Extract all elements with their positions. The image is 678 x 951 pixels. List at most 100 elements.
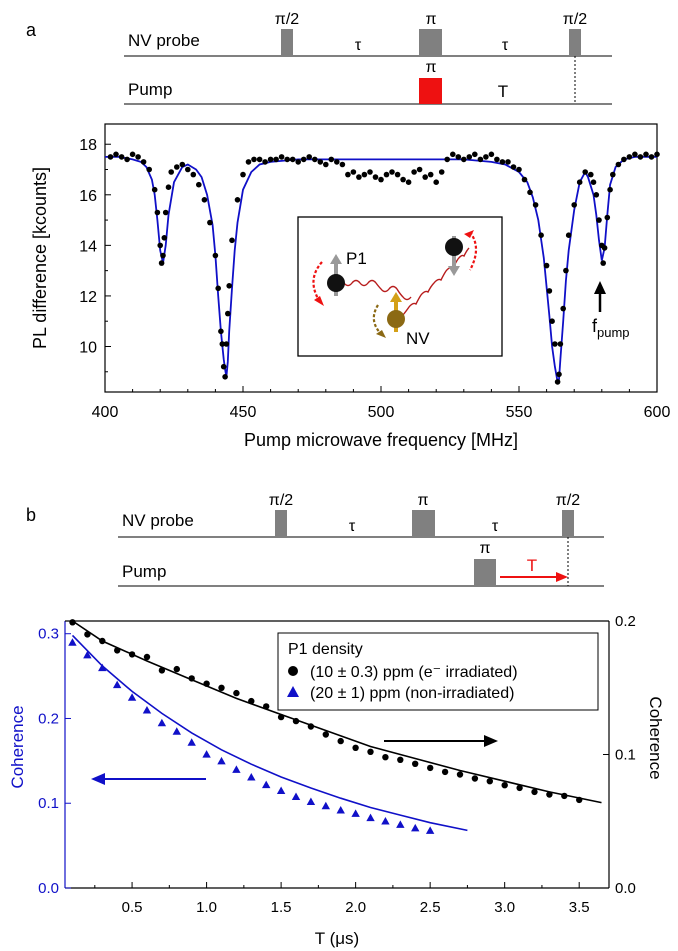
chart-a-point-28 (220, 363, 227, 370)
chart-b-point-non-irradiated-16 (306, 797, 316, 806)
chart-a-point-44 (289, 156, 296, 163)
chart-b-point-irradiated-13 (263, 703, 270, 710)
chart-a-point-93 (552, 341, 558, 347)
legend-marker-irradiated (288, 666, 298, 676)
chart-a-point-97 (560, 305, 566, 312)
chart-b-point-non-irradiated-13 (262, 780, 271, 789)
chart-b-point-irradiated-33 (561, 792, 568, 800)
panel-b-probe-pulse-1-label: π/2 (269, 492, 293, 509)
chart-a-point-72 (444, 156, 451, 163)
chart-a-point-26 (218, 328, 224, 335)
chart-b-ytick-label-0: 0.0 (38, 880, 59, 897)
p1-left-spin (327, 274, 345, 292)
panel-a-tau-1: τ (355, 37, 362, 54)
chart-a-point-112 (610, 171, 616, 178)
chart-b-point-non-irradiated-3 (112, 680, 122, 689)
chart-b: 0.5 1.0 1.5 2.0 2.5 3.0 3.5 0.0 0.1 0.2 0.3 0.0 0.1 0… (8, 613, 665, 948)
chart-a-point-34 (234, 197, 241, 203)
panel-b-probe-pulse-1 (275, 510, 287, 537)
panel-a-label: a (26, 20, 37, 40)
panel-a-probe-pulse-3 (569, 29, 581, 56)
chart-a-point-55 (350, 169, 357, 175)
chart-a-point-59 (372, 174, 379, 180)
chart-a-point-116 (632, 151, 638, 158)
chart-a-point-118 (643, 151, 649, 158)
chart-a-fit-line (105, 156, 657, 385)
chart-a-point-62 (389, 169, 395, 175)
panel-b-tau-2: τ (492, 518, 499, 535)
chart-a-point-95 (556, 371, 562, 378)
chart-a-point-6 (140, 159, 147, 165)
legend-frame (277, 632, 599, 711)
chart-a-point-101 (576, 179, 583, 185)
chart-a-point-52 (334, 159, 340, 165)
inset-coupling-left (335, 279, 412, 301)
inset-nv-label: NV (406, 329, 430, 348)
chart-a-point-106 (596, 217, 602, 223)
inset-diagram: P1 NV (297, 216, 503, 357)
chart-b-point-non-irradiated-12 (247, 772, 256, 781)
p1-right-spin-arrowhead (448, 266, 460, 276)
chart-a-point-100 (571, 202, 577, 208)
chart-b-y2tick-label-2: 0.2 (615, 613, 636, 630)
chart-a-point-54 (345, 171, 351, 178)
chart-b-point-irradiated-6 (158, 667, 166, 674)
panel-a-pump-delay: T (498, 82, 508, 101)
chart-a-point-13 (161, 235, 168, 241)
chart-a-point-58 (367, 169, 373, 175)
chart-b-point-irradiated-32 (546, 791, 553, 798)
chart-b-point-non-irradiated-5 (142, 706, 152, 714)
chart-a-point-78 (477, 156, 484, 163)
chart-a-point-87 (527, 189, 533, 196)
chart-b-point-irradiated-21 (382, 754, 389, 761)
chart-a-point-77 (472, 151, 478, 158)
chart-a-point-120 (654, 151, 660, 158)
chart-b-xtick-label-4: 2.5 (420, 899, 441, 916)
chart-b-fit-irradiated (72, 620, 602, 804)
chart-b-point-non-irradiated-9 (202, 750, 211, 758)
chart-a-point-81 (494, 156, 500, 163)
chart-b-point-non-irradiated-0 (68, 638, 77, 646)
panel-a-pump-pulse (419, 78, 442, 104)
chart-b-ytick-label-1: 0.1 (38, 795, 59, 812)
chart-a-xtick-label-2: 500 (368, 404, 395, 421)
chart-a-point-24 (212, 252, 219, 259)
chart-a-ytick-label-1: 12 (79, 289, 97, 306)
panel-a-pump-pulse-label: π (425, 59, 436, 76)
chart-a-point-94 (554, 379, 561, 385)
fpump-label-sub: pump (597, 325, 630, 340)
chart-a-point-14 (162, 209, 169, 216)
chart-a-ylabel: PL difference [kcounts] (30, 167, 50, 349)
chart-a: 400 450 500 550 600 10 12 14 16 18 Pump microwave… (30, 123, 670, 450)
panel-b-delay-arrowhead (556, 572, 568, 582)
chart-b-point-non-irradiated-11 (232, 765, 241, 773)
chart-a-point-75 (461, 156, 467, 163)
chart-b-point-irradiated-0 (69, 619, 76, 626)
chart-b-point-irradiated-34 (576, 796, 583, 804)
chart-a-point-39 (262, 159, 268, 165)
chart-a-point-73 (450, 151, 456, 158)
chart-b-point-irradiated-18 (337, 737, 344, 745)
panel-a-sequence: NV probe π/2 π π/2 τ τ Pump π T (124, 11, 612, 105)
chart-a-point-110 (604, 214, 611, 221)
chart-a-point-9 (154, 209, 161, 216)
chart-b-point-irradiated-10 (218, 684, 225, 691)
chart-b-point-non-irradiated-18 (336, 806, 345, 814)
chart-a-point-35 (240, 171, 246, 178)
chart-a-point-36 (245, 159, 252, 165)
chart-a-point-67 (416, 166, 423, 173)
panel-a-pump-label: Pump (128, 80, 172, 99)
chart-a-point-82 (499, 159, 506, 165)
chart-b-y2tick-label-1: 0.1 (615, 747, 636, 764)
chart-a-point-74 (455, 154, 462, 160)
nv-spin-arrowhead (390, 292, 402, 302)
arrow-to-right-axis-head (484, 735, 498, 747)
chart-a-ytick-label-3: 16 (79, 188, 97, 205)
panel-a-probe-pulse-1 (281, 29, 293, 56)
chart-a-point-99 (565, 232, 572, 238)
chart-b-ytick-label-2: 0.2 (38, 710, 59, 727)
chart-b-point-non-irradiated-15 (291, 792, 301, 800)
chart-a-point-70 (433, 179, 440, 185)
chart-a-point-32 (226, 283, 232, 289)
chart-a-point-27 (219, 341, 226, 347)
